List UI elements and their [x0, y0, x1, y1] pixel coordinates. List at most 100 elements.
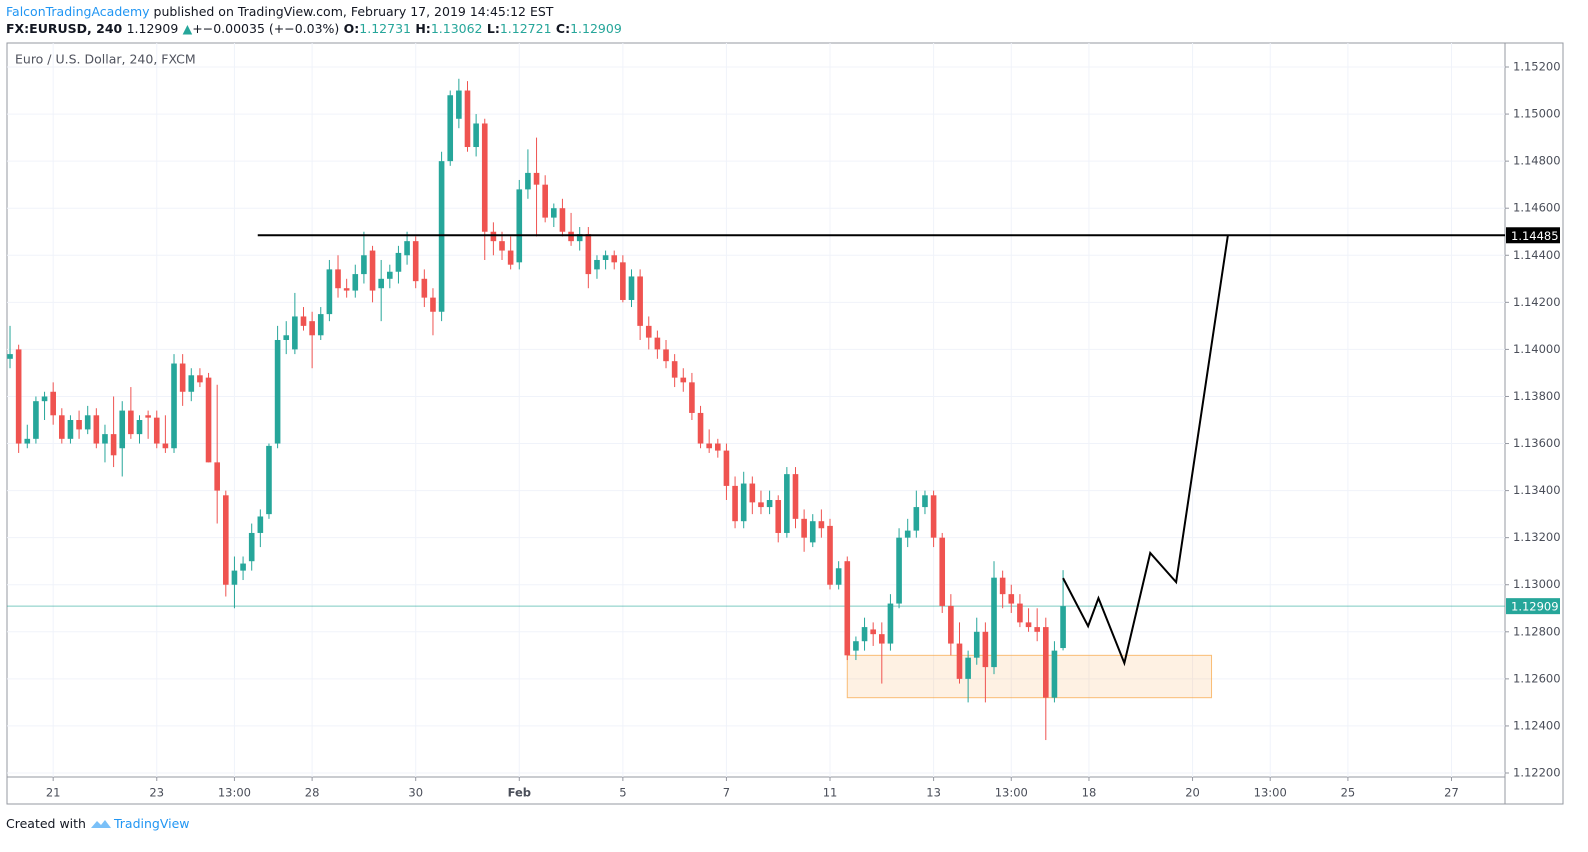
y-tick-label: 1.15200 [1513, 60, 1561, 74]
candle-body [317, 314, 324, 336]
candle-body [853, 641, 859, 651]
candle-body [680, 377, 687, 383]
h: 1.13062 [430, 21, 483, 36]
candle-body [525, 172, 531, 190]
candle-body [33, 401, 39, 439]
candle-body [715, 443, 721, 451]
candle-body [326, 269, 333, 315]
candle-body [257, 516, 264, 533]
candle-body [809, 521, 816, 543]
candle-body [861, 627, 868, 642]
y-tick-label: 1.13200 [1513, 530, 1561, 544]
candle-body [76, 420, 82, 430]
candle-body [162, 443, 169, 449]
candle-body [671, 361, 678, 378]
candle-body [404, 241, 410, 256]
candle-body [896, 537, 902, 604]
o: 1.12731 [359, 21, 411, 36]
candle-body [378, 278, 384, 289]
y-tick-label: 1.12800 [1513, 624, 1561, 638]
candle-body [991, 577, 997, 668]
candle-body [490, 231, 497, 242]
candle-body [948, 605, 954, 644]
candle-body [145, 415, 151, 418]
candle-body [723, 450, 730, 486]
candle-body [292, 316, 298, 350]
candle-body [939, 537, 946, 606]
candle-body [516, 189, 523, 263]
x-tick-label: 5 [619, 786, 626, 800]
candle-body [102, 434, 108, 444]
candle-body [110, 434, 117, 456]
candle-body [551, 208, 557, 218]
candle-body [689, 382, 695, 413]
arrow: ▲ [182, 21, 193, 36]
price-label: 1.14485 [1511, 229, 1559, 243]
y-tick-label: 1.12400 [1513, 718, 1561, 732]
candle-body [887, 603, 894, 644]
price: 1.12909 [126, 21, 179, 36]
candle-body [283, 335, 290, 340]
price-label-box [1506, 598, 1560, 615]
x-tick-label: 28 [305, 786, 320, 800]
candle-body [421, 278, 428, 298]
candle-body [784, 474, 790, 533]
author[interactable]: FalconTradingAcademy [6, 4, 150, 19]
candle-body [223, 495, 229, 585]
x-tick-label: 11 [823, 786, 838, 800]
y-tick-label: 1.12600 [1513, 671, 1561, 685]
candle-body [628, 276, 635, 300]
h-label: H: [415, 21, 431, 36]
candle-body [188, 375, 195, 392]
candle-body [1034, 627, 1040, 632]
candle-body [300, 316, 307, 326]
candle-body [542, 184, 548, 218]
y-tick-label: 1.13600 [1513, 436, 1561, 450]
candle-body [654, 337, 661, 350]
candle-body [663, 349, 669, 362]
candle-body [999, 577, 1006, 595]
candle-body [464, 90, 471, 148]
candle-body [732, 485, 738, 522]
l: 1.12721 [499, 21, 552, 36]
candle-body [973, 631, 980, 658]
candle-body [818, 521, 825, 529]
x-tick-label: 18 [1082, 786, 1097, 800]
candle-body [205, 377, 212, 463]
candle-body [179, 363, 186, 392]
candle-body [620, 262, 626, 300]
candle-body [533, 172, 540, 185]
candle-body [248, 532, 255, 562]
created-with: Created with [6, 816, 86, 831]
candle-body [844, 561, 851, 656]
candle-body [1060, 606, 1066, 649]
candle-body [119, 410, 126, 449]
x-tick-label: 13 [926, 786, 941, 800]
x-tick-label: Feb [508, 786, 531, 800]
brand[interactable]: TradingView [113, 816, 190, 831]
support-zone [846, 654, 1213, 699]
l-label: L: [486, 21, 500, 36]
candle-body [50, 391, 56, 416]
candle-body [982, 631, 989, 668]
candle-body [361, 255, 367, 275]
candle-body [775, 500, 782, 533]
candle-body [231, 570, 238, 585]
candle-body [878, 634, 885, 644]
candle-body [343, 288, 350, 291]
x-tick-label: 20 [1185, 786, 1200, 800]
grid [7, 43, 1505, 777]
chart-title: Euro / U.S. Dollar, 240, FXCM [15, 52, 196, 67]
x-tick-label: 13:00 [1254, 786, 1287, 800]
symbol: FX:EURUSD, 240 [6, 21, 123, 36]
candle-body [473, 123, 479, 148]
y-tick-label: 1.14800 [1513, 154, 1561, 168]
candle-body [136, 420, 143, 435]
logo [90, 819, 111, 828]
candle-body [507, 250, 514, 265]
price-label: 1.12909 [1511, 600, 1559, 614]
candle-body [153, 417, 160, 444]
x-tick-label: 27 [1444, 786, 1459, 800]
candle-body [438, 161, 445, 312]
